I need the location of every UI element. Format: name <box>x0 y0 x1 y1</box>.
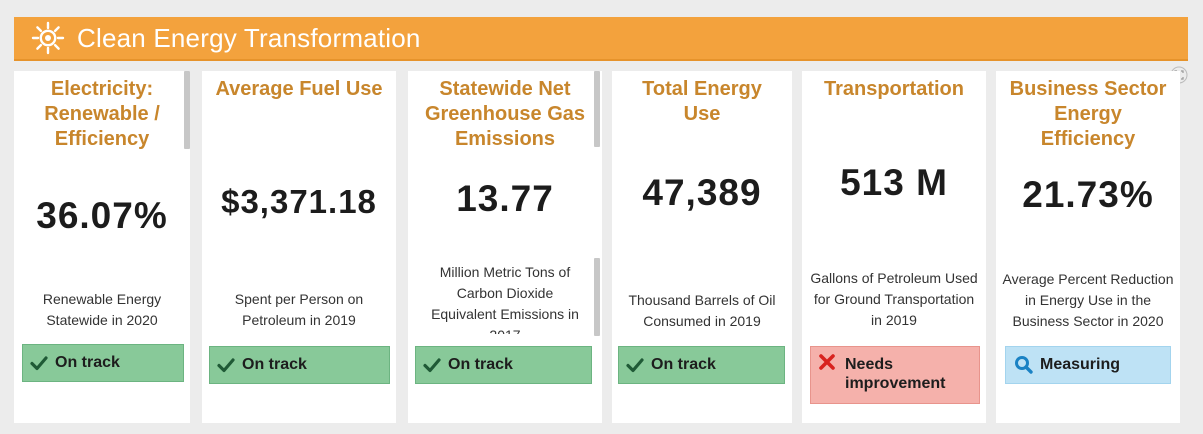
status-label: On track <box>55 354 120 371</box>
card-value: 47,389 <box>642 172 762 213</box>
sun-icon <box>31 21 65 55</box>
card-title: Electricity: Renewable / Efficiency <box>44 78 160 150</box>
indicator-card-emissions[interactable]: Statewide Net Greenhouse Gas Emissions 1… <box>408 71 602 423</box>
status-badge: On track <box>22 344 184 382</box>
card-value: 36.07% <box>36 195 168 236</box>
status-label: Measuring <box>1040 356 1121 373</box>
status-label: Needs improvement <box>845 356 946 392</box>
card-description: Thousand Barrels of Oil Consumed in 2019 <box>628 292 776 329</box>
card-value: 21.73% <box>1022 174 1154 215</box>
card-description: Spent per Person on Petroleum in 2019 <box>234 291 364 328</box>
status-label: On track <box>651 356 716 373</box>
status-label: On track <box>448 356 513 373</box>
status-badge: Needs improvement <box>810 346 980 404</box>
checkmark-icon <box>626 358 644 373</box>
indicator-card-transportation[interactable]: Transportation 513 M Gallons of Petroleu… <box>802 71 986 423</box>
status-badge: On track <box>209 346 390 384</box>
card-title: Average Fuel Use <box>215 78 383 100</box>
card-title: Transportation <box>823 78 964 100</box>
scrollbar[interactable] <box>184 71 190 149</box>
status-badge: Measuring <box>1005 346 1171 384</box>
card-value: $3,371.18 <box>221 183 377 220</box>
card-description: Gallons of Petroleum Used for Ground Tra… <box>810 270 978 328</box>
scrollbar[interactable] <box>594 258 600 336</box>
card-title: Business Sector Energy Efficiency <box>1009 78 1167 150</box>
checkmark-icon <box>423 358 441 373</box>
dashboard-title: Clean Energy Transformation <box>77 22 421 53</box>
scrollbar[interactable] <box>594 71 600 147</box>
card-description: Million Metric Tons of Carbon Dioxide Eq… <box>431 264 579 334</box>
card-description: Average Percent Reduction in Energy Use … <box>1002 271 1174 329</box>
indicator-card-fuel[interactable]: Average Fuel Use $3,371.18 Spent per Per… <box>202 71 396 423</box>
card-title: Total Energy Use <box>642 78 762 125</box>
status-badge: On track <box>415 346 592 384</box>
x-mark-icon <box>819 354 835 370</box>
indicator-card-business-efficiency[interactable]: Business Sector Energy Efficiency 21.73%… <box>996 71 1180 423</box>
dashboard-header: Clean Energy Transformation <box>14 17 1188 61</box>
indicator-card-electricity[interactable]: Electricity: Renewable / Efficiency 36.0… <box>14 71 190 423</box>
magnifier-icon <box>1015 356 1033 374</box>
checkmark-icon <box>217 358 235 373</box>
card-title: Statewide Net Greenhouse Gas Emissions <box>424 78 586 150</box>
checkmark-icon <box>30 356 48 371</box>
indicator-card-total-energy[interactable]: Total Energy Use 47,389 Thousand Barrels… <box>612 71 792 423</box>
status-label: On track <box>242 356 307 373</box>
status-badge: On track <box>618 346 785 384</box>
card-value: 13.77 <box>456 178 554 219</box>
card-value: 513 M <box>840 162 948 203</box>
card-description: Renewable Energy Statewide in 2020 <box>42 291 162 328</box>
